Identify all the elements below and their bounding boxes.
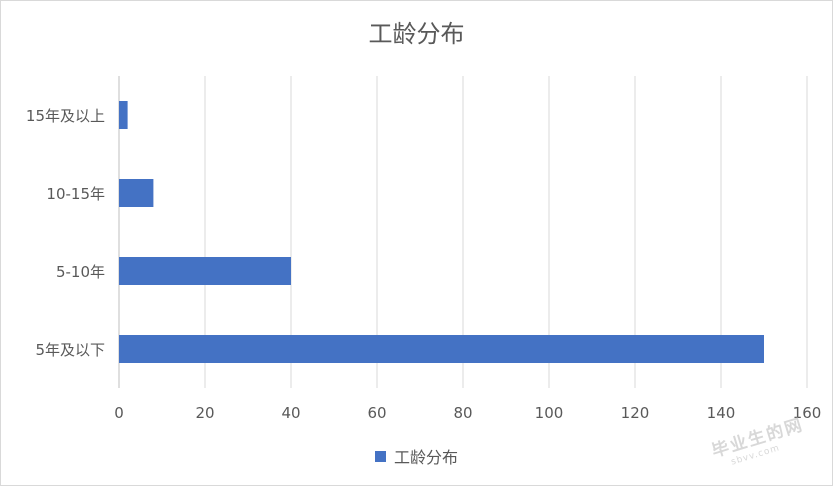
x-tick-label: 140 (707, 404, 736, 422)
x-tick-label: 40 (281, 404, 300, 422)
legend-label: 工龄分布 (393, 448, 458, 467)
legend: 工龄分布 (0, 444, 833, 468)
x-tick-label: 100 (535, 404, 564, 422)
category-label: 10-15年 (46, 185, 105, 203)
chart-title: 工龄分布 (368, 20, 465, 48)
x-tick-label: 160 (793, 404, 822, 422)
x-tick-label: 0 (114, 404, 124, 422)
bar (119, 257, 291, 285)
bar (119, 179, 154, 207)
x-tick-label: 120 (621, 404, 650, 422)
category-label: 5年及以下 (35, 341, 105, 359)
x-tick-label: 80 (453, 404, 472, 422)
bar (119, 335, 764, 363)
legend-swatch (374, 450, 386, 462)
x-tick-label: 60 (367, 404, 386, 422)
category-label: 15年及以上 (26, 107, 105, 125)
x-tick-label: 20 (195, 404, 214, 422)
category-label: 5-10年 (56, 263, 105, 281)
bar (119, 101, 128, 129)
